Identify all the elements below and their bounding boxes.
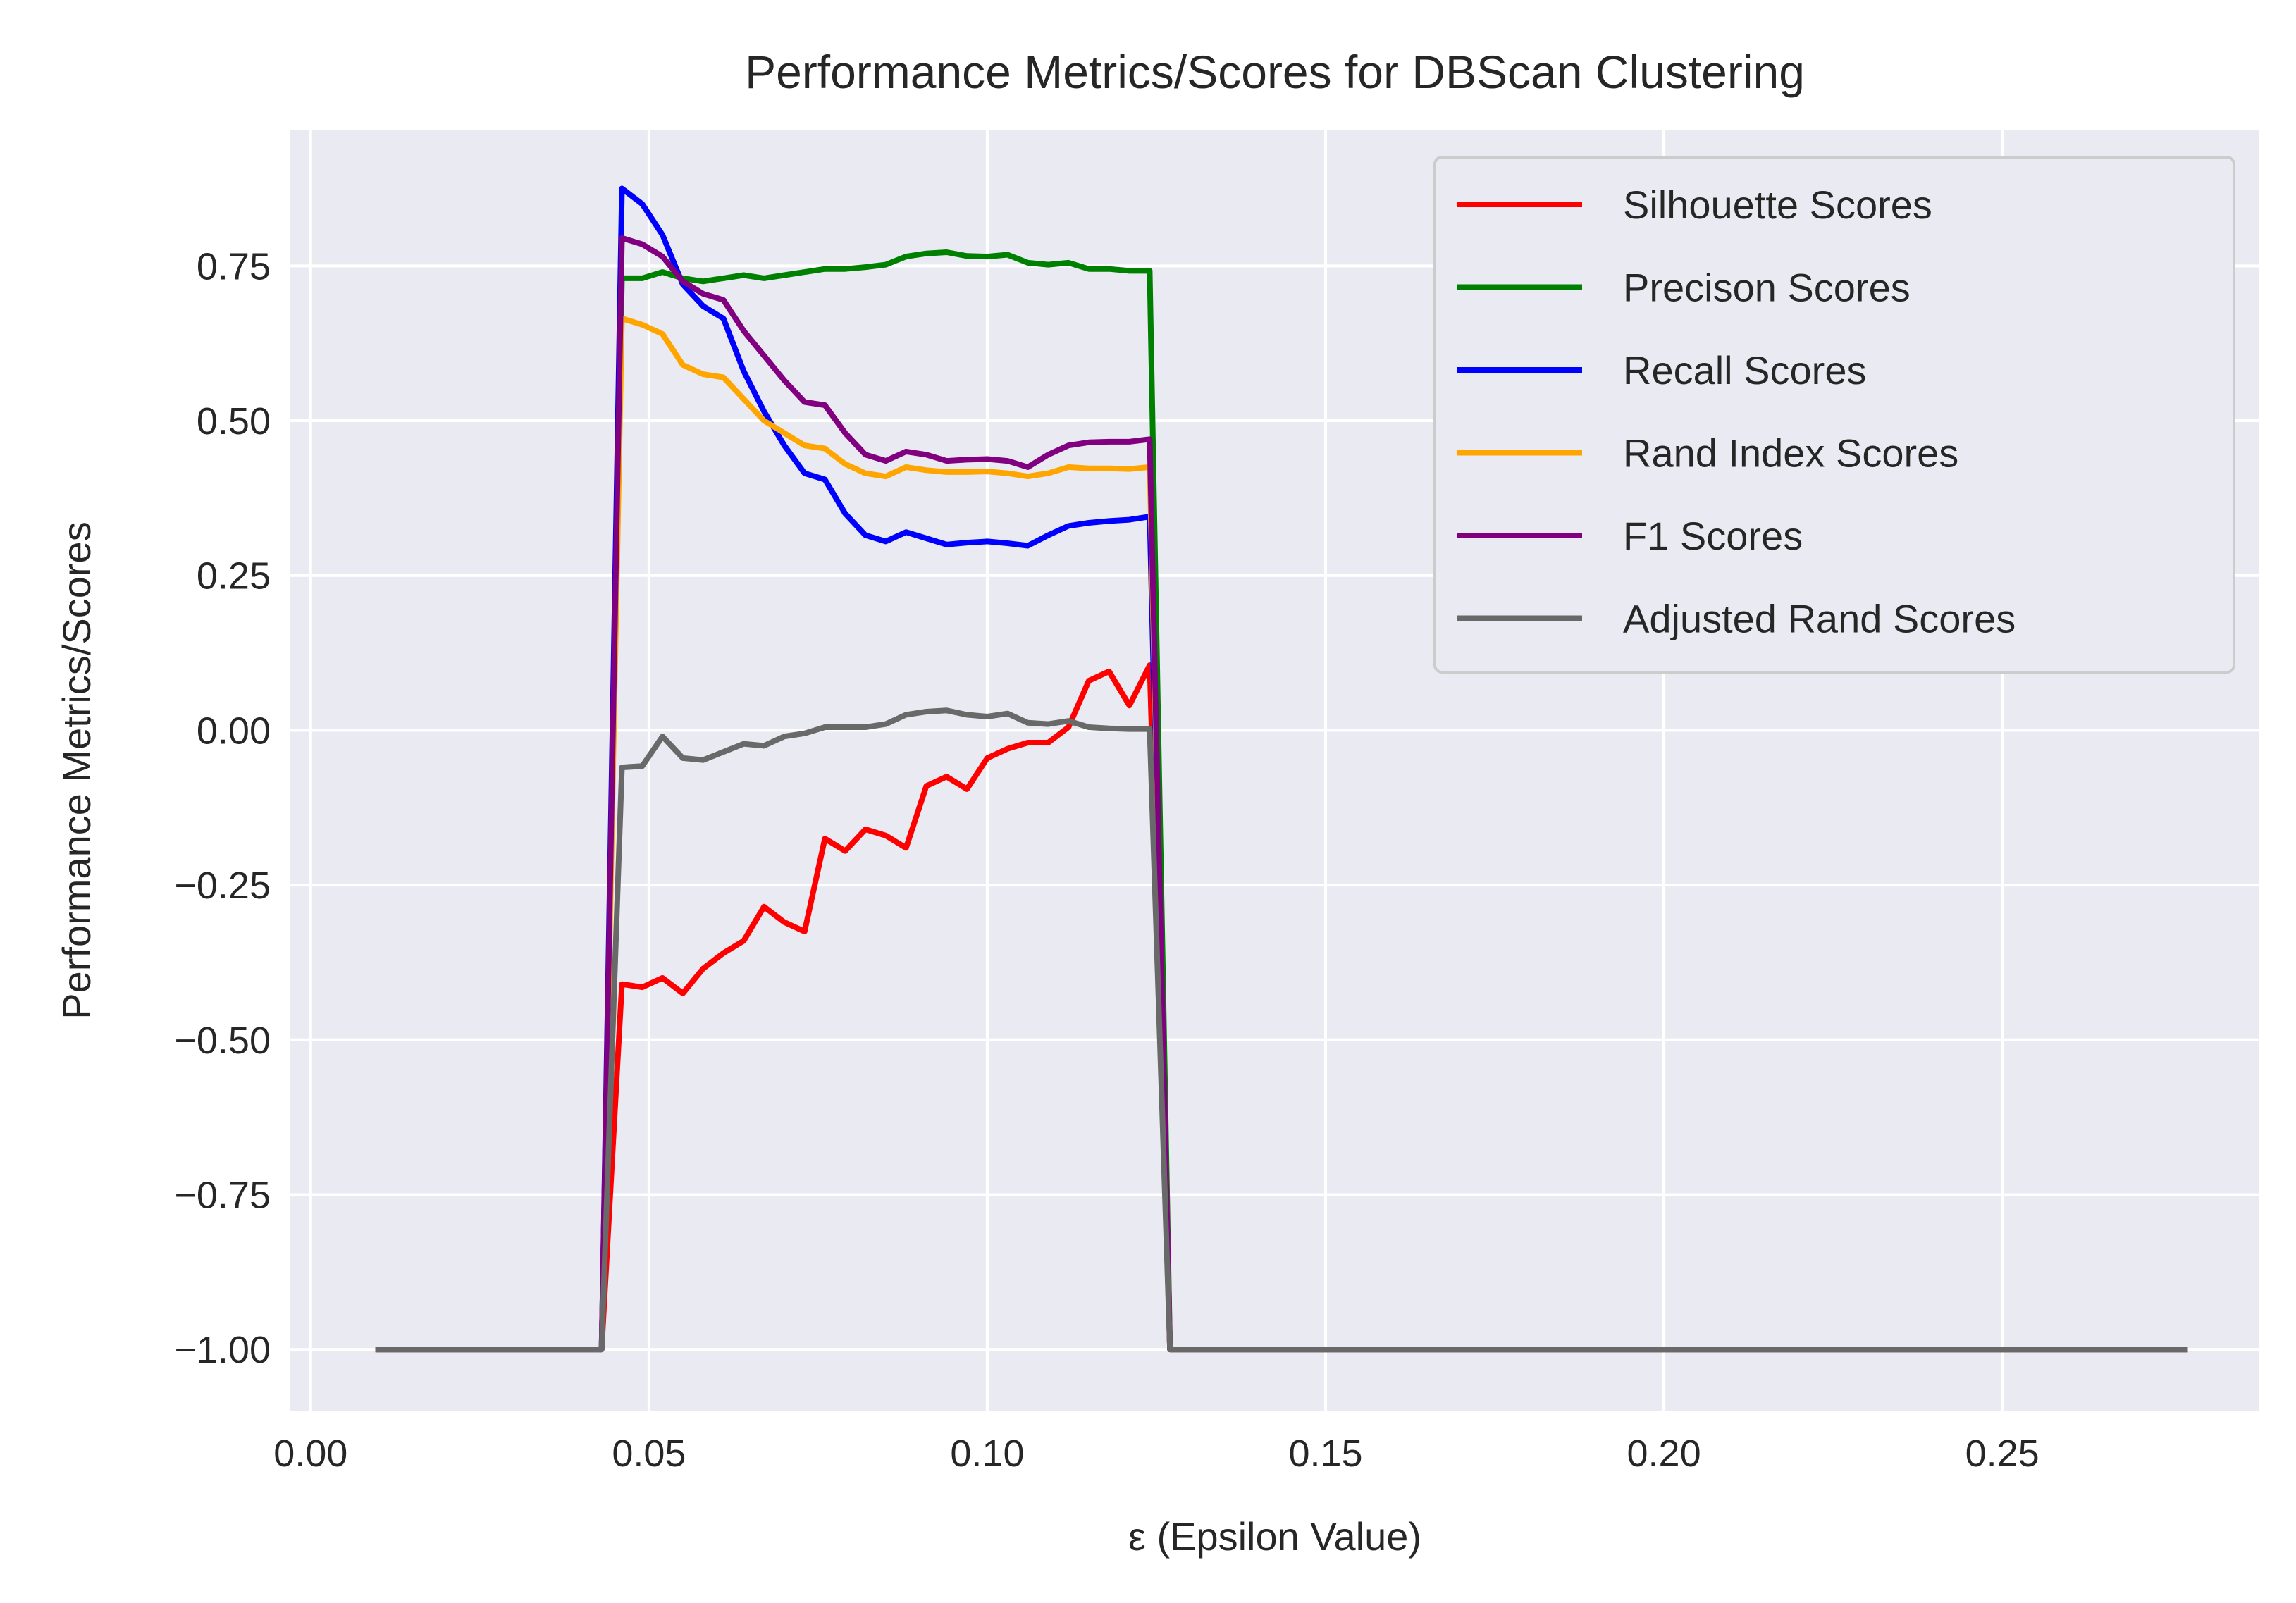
series-line-5 (375, 235, 2188, 1353)
legend-entry: F1 Scores (1623, 514, 1803, 558)
y-tick-label: 0.00 (197, 710, 271, 752)
x-tick-label: 0.05 (612, 1432, 686, 1475)
legend-entry: Precison Scores (1623, 266, 1911, 310)
legend-box (1433, 156, 2235, 674)
legend-entry: Adjusted Rand Scores (1623, 597, 2016, 641)
legend: Silhouette Scores Precison Scores Recall S… (1433, 156, 2235, 674)
y-tick-label: −0.50 (174, 1020, 271, 1062)
series-line-6 (375, 707, 2188, 1353)
series-lines (375, 185, 2188, 1353)
y-tick-label: 0.50 (197, 400, 271, 442)
legend-entry: Rand Index Scores (1623, 431, 1958, 476)
series-line-4 (375, 316, 2188, 1353)
y-tick-label: −0.25 (174, 865, 271, 907)
series-line-3 (375, 185, 2188, 1353)
chart-title: Performance Metrics/Scores for DBScan Cl… (745, 46, 1805, 98)
x-axis-ticks: 0.00 0.05 0.10 0.15 0.20 0.25 (273, 1432, 2039, 1475)
y-tick-label: −1.00 (174, 1329, 271, 1371)
y-tick-label: 0.75 (197, 245, 271, 287)
y-tick-label: −0.75 (174, 1174, 271, 1216)
x-tick-label: 0.00 (273, 1432, 347, 1475)
series-line-1 (375, 662, 2188, 1353)
x-tick-label: 0.25 (1965, 1432, 2039, 1475)
series-line-2 (375, 249, 2188, 1353)
legend-entry: Recall Scores (1623, 348, 1866, 392)
y-tick-label: 0.25 (197, 555, 271, 598)
x-tick-label: 0.10 (950, 1432, 1024, 1475)
x-tick-label: 0.20 (1627, 1432, 1701, 1475)
x-tick-label: 0.15 (1288, 1432, 1362, 1475)
legend-entry: Silhouette Scores (1623, 182, 1932, 227)
y-axis-label: Performance Metrics/Scores (54, 521, 99, 1019)
y-axis-ticks: −1.00 −0.75 −0.50 −0.25 0.00 0.25 0.50 0.75 (174, 245, 271, 1371)
x-axis-label: ε (Epsilon Value) (1128, 1514, 1421, 1559)
